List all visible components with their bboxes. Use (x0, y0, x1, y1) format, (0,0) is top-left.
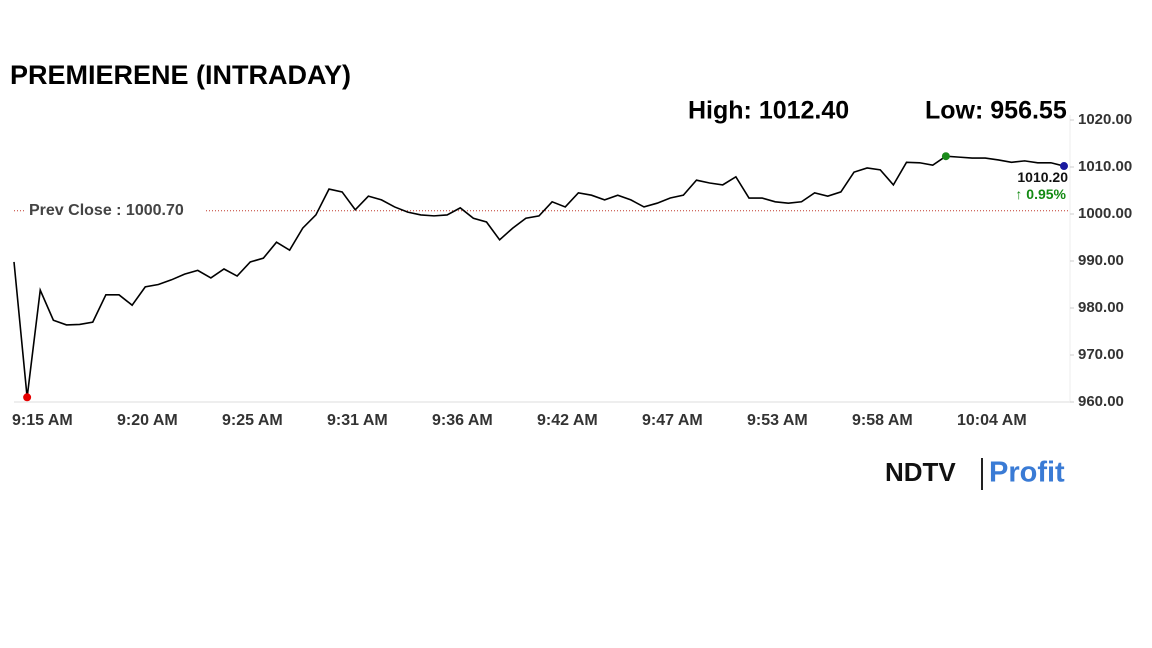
x-tick-label: 9:47 AM (642, 412, 703, 429)
prev-close-bg (24, 200, 206, 219)
y-tick-label: 990.00 (1078, 252, 1124, 269)
brand-sub: Profit (989, 457, 1065, 489)
x-tick-label: 9:42 AM (537, 412, 598, 429)
x-tick-label: 10:04 AM (957, 412, 1027, 429)
y-tick-label: 1000.00 (1078, 205, 1132, 222)
high-dot (941, 152, 950, 161)
last-price-label: 1010.20 (1017, 169, 1068, 185)
x-tick-label: 9:20 AM (117, 412, 178, 429)
x-tick-label: 9:31 AM (327, 412, 388, 429)
price-line (13, 155, 1065, 398)
brand: NDTV (885, 457, 956, 487)
y-tick-label: 1010.00 (1078, 158, 1132, 175)
high-label: High: 1012.40 (688, 97, 849, 125)
low-dot (23, 393, 32, 402)
y-tick-label: 1020.00 (1078, 111, 1132, 128)
x-tick-label: 9:58 AM (852, 412, 913, 429)
y-tick-label: 970.00 (1078, 346, 1124, 363)
low-label: Low: 956.55 (925, 97, 1067, 125)
x-tick-label: 9:25 AM (222, 412, 283, 429)
x-tick-label: 9:53 AM (747, 412, 808, 429)
x-tick-label: 9:15 AM (12, 412, 73, 429)
chart-title: PREMIERENE (INTRADAY) (10, 60, 351, 90)
x-tick-label: 9:36 AM (432, 412, 493, 429)
y-tick-label: 960.00 (1078, 393, 1124, 410)
last-dot (1060, 162, 1068, 171)
y-tick-label: 980.00 (1078, 299, 1124, 316)
prev-close-label: Prev Close : 1000.70 (29, 202, 184, 219)
change-label: ↑ 0.95% (1015, 186, 1066, 202)
